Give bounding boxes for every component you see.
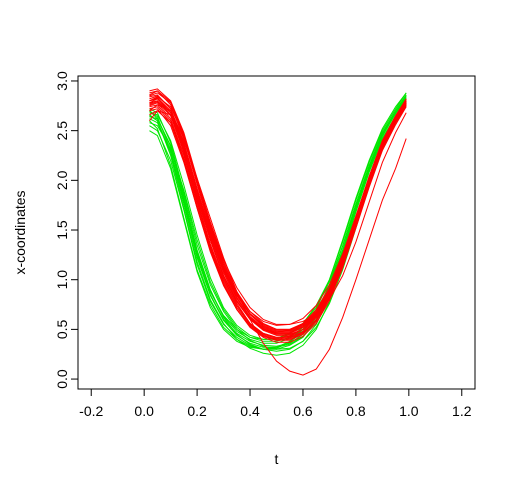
x-tick-label: 1.2	[452, 403, 472, 419]
x-axis: -0.2 0.0 0.2 0.4 0.6 0.8 1.0 1.2	[79, 388, 472, 419]
y-tick-label: 1.0	[54, 270, 70, 290]
y-tick-label: 0.5	[54, 319, 70, 339]
x-tick-label: 0.4	[240, 403, 260, 419]
y-axis-label: x-coordinates	[12, 190, 28, 274]
series-layer	[149, 88, 407, 376]
x-axis-label: t	[275, 451, 279, 467]
x-tick-label: 0.8	[346, 403, 366, 419]
x-tick-label: 0.2	[187, 403, 207, 419]
y-tick-label: 2.5	[54, 121, 70, 141]
series-line-31	[149, 98, 407, 334]
y-tick-label: 2.0	[54, 170, 70, 190]
series-line-19	[149, 104, 407, 343]
y-axis: 0.0 0.5 1.0 1.5 2.0 2.5 3.0	[54, 71, 79, 389]
x-tick-label: 0.6	[293, 403, 313, 419]
y-tick-label: 0.0	[54, 369, 70, 389]
series-line-28	[149, 103, 407, 333]
x-tick-label: 1.0	[399, 403, 419, 419]
y-tick-label: 1.5	[54, 220, 70, 240]
x-tick-label: 0.0	[134, 403, 154, 419]
series-line-30	[149, 104, 407, 325]
x-tick-label: -0.2	[79, 403, 103, 419]
y-tick-label: 3.0	[54, 71, 70, 91]
